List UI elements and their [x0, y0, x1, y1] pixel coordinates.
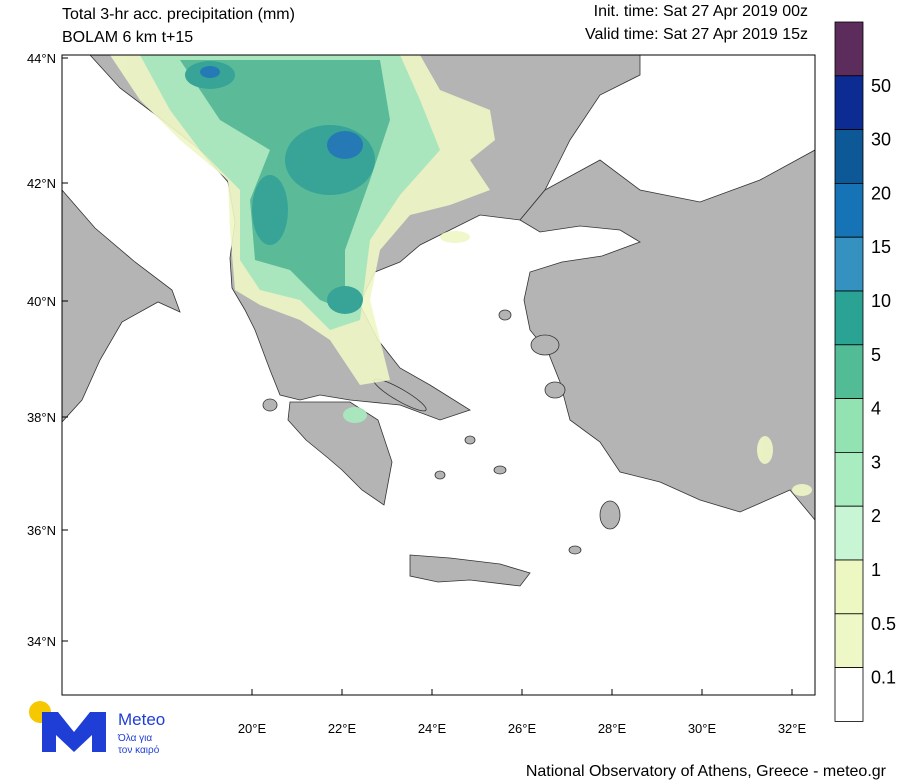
- precipitation: [110, 55, 812, 496]
- lon-label: 20°E: [238, 721, 267, 736]
- subtitle: BOLAM 6 km t+15: [62, 29, 193, 46]
- logo-tagline: Όλα για: [117, 733, 152, 744]
- logo: Meteo Όλα για τον καιρό: [29, 701, 165, 756]
- colorbar-box: [834, 290, 864, 346]
- lat-label: 38°N: [27, 410, 56, 425]
- colorbar-box: [834, 559, 864, 615]
- logo-name: Meteo: [118, 710, 165, 729]
- colorbar-label: 15: [871, 237, 891, 257]
- colorbar-box: [834, 236, 864, 292]
- colorbar-box: [834, 344, 864, 399]
- lon-label: 22°E: [328, 721, 357, 736]
- islands: [262, 309, 621, 555]
- map-frame: [61, 54, 816, 696]
- lon-label: 28°E: [598, 721, 627, 736]
- lon-label: 24°E: [418, 721, 447, 736]
- lat-label: 34°N: [27, 634, 56, 649]
- colorbar-box: [834, 182, 864, 238]
- colorbar-box: [834, 667, 864, 722]
- lon-label: 30°E: [688, 721, 717, 736]
- colorbar-label: 2: [871, 506, 881, 526]
- colorbar-label: 1: [871, 560, 881, 580]
- colorbar-box: [834, 398, 864, 453]
- italy: [62, 189, 181, 423]
- colorbar-box: [834, 75, 864, 131]
- colorbar-label: 4: [871, 399, 881, 419]
- logo-tagline: τον καιρό: [118, 744, 160, 756]
- colorbar-box: [834, 613, 864, 668]
- logo-mark: [42, 712, 106, 752]
- colorbar-label: 3: [871, 452, 881, 472]
- colorbar-label: 20: [871, 183, 891, 203]
- colorbar-box: [834, 505, 864, 561]
- lat-label: 40°N: [27, 294, 56, 309]
- footer: National Observatory of Athens, Greece -…: [526, 763, 887, 780]
- lat-label: 42°N: [27, 176, 56, 191]
- colorbar-box: [834, 451, 864, 507]
- lat-label: 44°N: [27, 51, 56, 66]
- title: Total 3-hr acc. precipitation (mm): [62, 6, 295, 23]
- colorbar: 50 30 20 15 10 5 4 3 2 1 0.5 0.1: [834, 21, 896, 722]
- colorbar-box: [834, 21, 864, 77]
- lat-label: 36°N: [27, 523, 56, 538]
- lon-label: 26°E: [508, 721, 537, 736]
- map: [62, 55, 815, 695]
- colorbar-label: 10: [871, 291, 891, 311]
- peloponnese: [287, 401, 393, 506]
- colorbar-label: 0.1: [871, 668, 896, 688]
- lon-label: 32°E: [778, 721, 807, 736]
- colorbar-label: 30: [871, 130, 891, 150]
- crete: [409, 554, 531, 587]
- colorbar-label: 0.5: [871, 614, 896, 634]
- valid-time: Valid time: Sat 27 Apr 2019 15z: [585, 26, 808, 43]
- colorbar-label: 50: [871, 76, 891, 96]
- colorbar-label: 5: [871, 345, 881, 365]
- axes: 44°N 42°N 40°N 38°N 36°N 34°N 20°E 22°E 24°E 26°E…: [27, 51, 807, 736]
- turkey: [519, 149, 815, 521]
- colorbar-box: [834, 129, 864, 184]
- init-time: Init. time: Sat 27 Apr 2019 00z: [594, 3, 808, 20]
